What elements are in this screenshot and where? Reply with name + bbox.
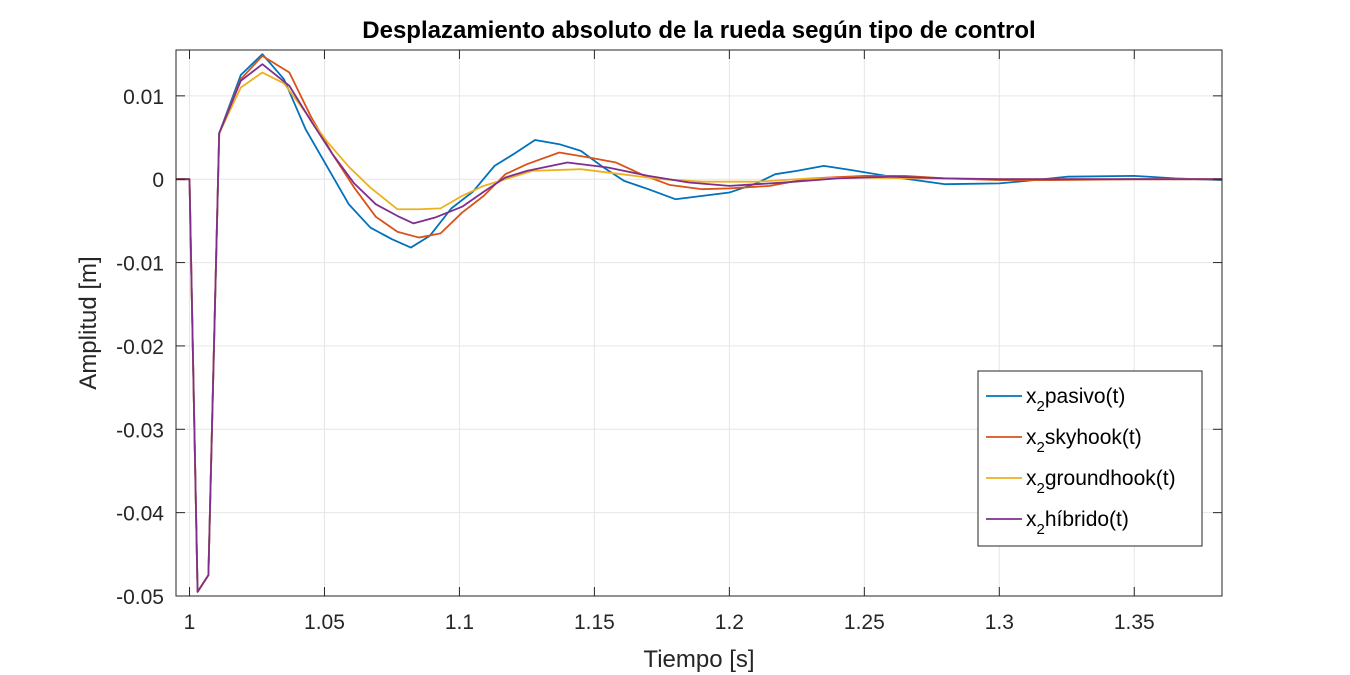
legend-label: x2híbrido(t) — [1026, 508, 1129, 538]
series-line-3 — [176, 71, 1222, 593]
axis-ticks: 1 1.05 1.1 1.15 1.2 1.25 1.3 1.35 0.01 0 -0.01 -0.0… — [116, 50, 1222, 634]
x-tick-label: 1.05 — [304, 611, 345, 634]
plot-border — [175, 49, 1223, 597]
y-tick-label: -0.02 — [116, 336, 164, 359]
series-line-2 — [176, 54, 1222, 593]
y-tick-label: -0.05 — [116, 586, 164, 609]
y-axis-title: Amplitud [m] — [75, 256, 102, 389]
y-tick-label: 0.01 — [123, 86, 164, 109]
x-tick-label: 1.35 — [1114, 611, 1155, 634]
chart-title: Desplazamiento absoluto de la rueda segú… — [362, 17, 1035, 44]
legend-label: x2pasivo(t) — [1026, 385, 1125, 415]
x-tick-label: 1 — [184, 611, 196, 634]
x-tick-label: 1.15 — [574, 611, 615, 634]
legend: x2pasivo(t) x2skyhook(t) x2groundhook(t) x2… — [977, 370, 1203, 547]
legend-box — [977, 370, 1203, 547]
y-tick-label: -0.04 — [116, 503, 164, 526]
y-tick-label: -0.03 — [116, 419, 164, 442]
y-tick-label: -0.01 — [116, 253, 164, 276]
y-tick-label: 0 — [152, 169, 164, 192]
x-tick-label: 1.25 — [844, 611, 885, 634]
legend-label: x2skyhook(t) — [1026, 426, 1142, 456]
x-tick-label: 1.2 — [715, 611, 744, 634]
series-line-1 — [176, 53, 1223, 593]
series-lines — [176, 53, 1223, 593]
x-axis-title: Tiempo [s] — [643, 646, 754, 673]
series-line-4 — [176, 63, 1222, 593]
legend-label: x2groundhook(t) — [1026, 467, 1176, 497]
x-tick-label: 1.1 — [445, 611, 474, 634]
x-tick-label: 1.3 — [985, 611, 1014, 634]
